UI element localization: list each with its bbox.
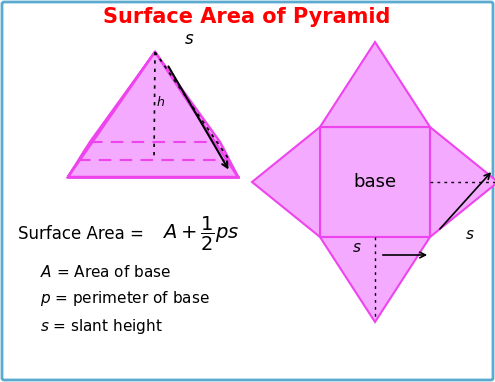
Text: $s$ = slant height: $s$ = slant height <box>40 317 163 335</box>
Text: $A+\dfrac{1}{2}ps$: $A+\dfrac{1}{2}ps$ <box>162 215 239 253</box>
Polygon shape <box>320 42 430 127</box>
Polygon shape <box>68 52 238 177</box>
Polygon shape <box>252 127 320 237</box>
Text: $p$ = perimeter of base: $p$ = perimeter of base <box>40 290 209 309</box>
Text: s: s <box>466 227 474 242</box>
Polygon shape <box>430 127 495 237</box>
Polygon shape <box>155 52 238 177</box>
Text: base: base <box>353 173 396 191</box>
Text: s: s <box>185 30 194 48</box>
Text: Surface Area of Pyramid: Surface Area of Pyramid <box>103 7 391 27</box>
Polygon shape <box>320 237 430 322</box>
Text: Surface Area =: Surface Area = <box>18 225 149 243</box>
Text: s: s <box>353 240 361 255</box>
Text: h: h <box>157 96 165 109</box>
Text: $A$ = Area of base: $A$ = Area of base <box>40 264 171 280</box>
Polygon shape <box>68 52 155 177</box>
Polygon shape <box>320 127 430 237</box>
